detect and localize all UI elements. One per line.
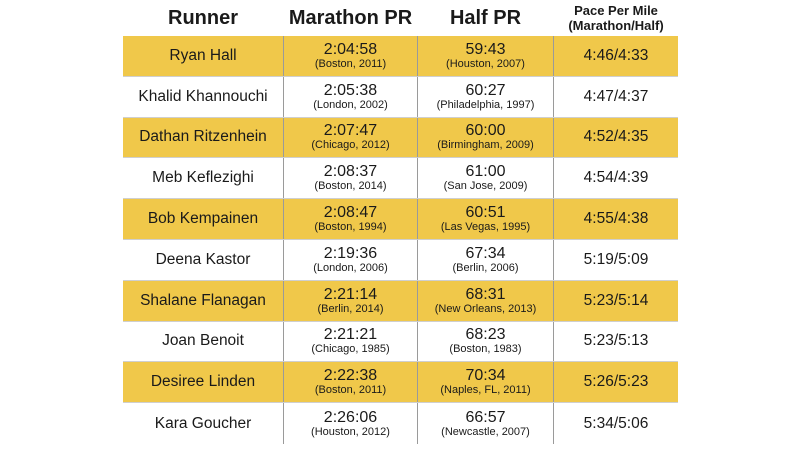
half-time: 61:00 <box>465 163 506 181</box>
pace-per-mile: 4:47/4:37 <box>553 76 678 117</box>
half-race: (Philadelphia, 1997) <box>436 98 535 111</box>
marathon-time: 2:26:06 <box>323 408 378 426</box>
marathon-time: 2:05:38 <box>323 81 378 99</box>
half-race: (Las Vegas, 1995) <box>440 221 531 234</box>
marathon-time: 2:08:47 <box>323 204 378 222</box>
half-time: 60:00 <box>465 122 506 140</box>
marathon-race: (Chicago, 2012) <box>311 139 390 152</box>
table-row: Khalid Khannouchi 2:05:38 (London, 2002) 60… <box>123 76 678 118</box>
half-pr-cell: 60:00 (Birmingham, 2009) <box>417 117 553 158</box>
pace-per-mile: 5:34/5:06 <box>553 403 678 444</box>
half-pr-cell: 60:51 (Las Vegas, 1995) <box>417 199 553 239</box>
marathon-pr-cell: 2:22:38 (Boston, 2011) <box>283 362 417 403</box>
runner-name: Meb Keflezighi <box>152 169 254 187</box>
marathon-pr-cell: 2:08:47 (Boston, 1994) <box>283 199 417 239</box>
half-race: (Boston, 1983) <box>449 343 522 356</box>
header-runner: Runner <box>168 6 238 29</box>
half-race: (Berlin, 2006) <box>452 261 519 274</box>
half-race: (Birmingham, 2009) <box>437 139 534 152</box>
half-time: 66:57 <box>465 408 506 426</box>
marathon-time: 2:07:47 <box>323 122 378 140</box>
runner-name: Kara Goucher <box>154 414 252 432</box>
marathon-race: (London, 2006) <box>313 261 388 274</box>
marathon-pr-cell: 2:19:36 (London, 2006) <box>283 239 417 280</box>
table-body: Ryan Hall 2:04:58 (Boston, 2011) 59:43 (Hous… <box>123 36 678 444</box>
table-row: Kara Goucher 2:26:06 (Houston, 2012) 66:57(… <box>123 403 678 444</box>
header-half-pr: Half PR <box>449 6 522 29</box>
half-pr-cell: 59:43 (Houston, 2007) <box>417 36 553 76</box>
pace-per-mile: 4:52/4:35 <box>553 117 678 158</box>
table-row: Meb Keflezighi 2:08:37 (Boston, 2014) 61:00… <box>123 158 678 200</box>
header-marathon-pr: Marathon PR <box>288 6 413 29</box>
half-time: 70:34 <box>465 367 506 385</box>
pace-per-mile: 4:55/4:38 <box>553 199 678 239</box>
half-pr-cell: 66:57 (Newcastle, 2007) <box>417 403 553 444</box>
half-time: 68:23 <box>465 326 506 344</box>
table-row: Desiree Linden 2:22:38 (Boston, 2011) 70:34… <box>123 362 678 404</box>
pace-per-mile: 5:26/5:23 <box>553 362 678 403</box>
half-time: 68:31 <box>465 285 506 303</box>
runner-name: Deena Kastor <box>155 250 251 268</box>
runner-name: Dathan Ritzenhein <box>139 128 267 146</box>
marathon-race: (London, 2002) <box>313 98 388 111</box>
half-race: (San Jose, 2009) <box>443 180 528 193</box>
runner-name: Shalane Flanagan <box>140 291 266 309</box>
half-pr-cell: 61:00 (San Jose, 2009) <box>417 158 553 199</box>
marathon-pr-cell: 2:04:58 (Boston, 2011) <box>283 36 417 76</box>
header-pace: Pace Per Mile (Marathon/Half) <box>553 0 678 36</box>
marathon-time: 2:08:37 <box>323 163 378 181</box>
half-race: (New Orleans, 2013) <box>434 302 537 315</box>
half-pr-cell: 67:34 (Berlin, 2006) <box>417 239 553 280</box>
pace-per-mile: 5:23/5:14 <box>553 280 678 321</box>
marathon-race: (Chicago, 1985) <box>311 343 390 356</box>
header-pace-title: Pace Per Mile <box>574 3 658 18</box>
half-time: 67:34 <box>465 244 506 262</box>
marathon-pr-cell: 2:21:14 (Berlin, 2014) <box>283 280 417 321</box>
marathon-pr-cell: 2:21:21 (Chicago, 1985) <box>283 321 417 362</box>
table-row: Deena Kastor 2:19:36 (London, 2006) 67:34 (B… <box>123 239 678 281</box>
marathon-race: (Berlin, 2014) <box>317 302 384 315</box>
half-time: 60:51 <box>465 204 506 222</box>
half-pr-cell: 60:27 (Philadelphia, 1997) <box>417 76 553 117</box>
marathon-time: 2:22:38 <box>323 367 378 385</box>
runner-name: Ryan Hall <box>169 46 237 64</box>
table-row: Bob Kempainen 2:08:47 (Boston, 1994) 60:51(… <box>123 199 678 240</box>
half-race: (Newcastle, 2007) <box>441 425 530 438</box>
header-pace-subtitle: (Marathon/Half) <box>568 18 664 33</box>
pace-per-mile: 4:46/4:33 <box>553 36 678 76</box>
pr-table: Runner Marathon PR Half PR Pace Per Mile… <box>123 0 678 444</box>
marathon-race: (Boston, 2011) <box>314 384 387 397</box>
runner-name: Khalid Khannouchi <box>138 87 268 105</box>
table-row: Shalane Flanagan 2:21:14 (Berlin, 2014) 68:… <box>123 280 678 322</box>
half-time: 59:43 <box>465 40 506 58</box>
marathon-time: 2:04:58 <box>323 40 378 58</box>
half-time: 60:27 <box>465 81 506 99</box>
runner-name: Desiree Linden <box>150 373 256 391</box>
half-pr-cell: 68:31 (New Orleans, 2013) <box>417 280 553 321</box>
marathon-race: (Boston, 2014) <box>314 180 387 193</box>
marathon-time: 2:21:14 <box>323 285 378 303</box>
pace-per-mile: 5:23/5:13 <box>553 321 678 362</box>
marathon-time: 2:19:36 <box>323 244 378 262</box>
marathon-pr-cell: 2:05:38 (London, 2002) <box>283 76 417 117</box>
half-pr-cell: 70:34 (Naples, FL, 2011) <box>417 362 553 403</box>
marathon-pr-cell: 2:07:47 (Chicago, 2012) <box>283 117 417 158</box>
pace-per-mile: 4:54/4:39 <box>553 158 678 199</box>
marathon-pr-cell: 2:08:37 (Boston, 2014) <box>283 158 417 199</box>
runner-name: Joan Benoit <box>162 332 244 350</box>
half-race: (Naples, FL, 2011) <box>440 384 531 397</box>
marathon-time: 2:21:21 <box>323 326 378 344</box>
marathon-race: (Houston, 2012) <box>311 425 390 438</box>
half-pr-cell: 68:23 (Boston, 1983) <box>417 321 553 362</box>
pace-per-mile: 5:19/5:09 <box>553 239 678 280</box>
table-header: Runner Marathon PR Half PR Pace Per Mile… <box>123 0 678 36</box>
table-row: Dathan Ritzenhein 2:07:47 (Chicago, 2012) 6… <box>123 117 678 159</box>
marathon-race: (Boston, 2011) <box>314 57 387 70</box>
half-race: (Houston, 2007) <box>446 57 525 70</box>
table-row: Ryan Hall 2:04:58 (Boston, 2011) 59:43 (Hous… <box>123 36 678 77</box>
marathon-pr-cell: 2:26:06 (Houston, 2012) <box>283 403 417 444</box>
runner-name: Bob Kempainen <box>147 210 259 228</box>
marathon-race: (Boston, 1994) <box>314 221 387 234</box>
table-row: Joan Benoit 2:21:21 (Chicago, 1985) 68:23 (B… <box>123 321 678 363</box>
